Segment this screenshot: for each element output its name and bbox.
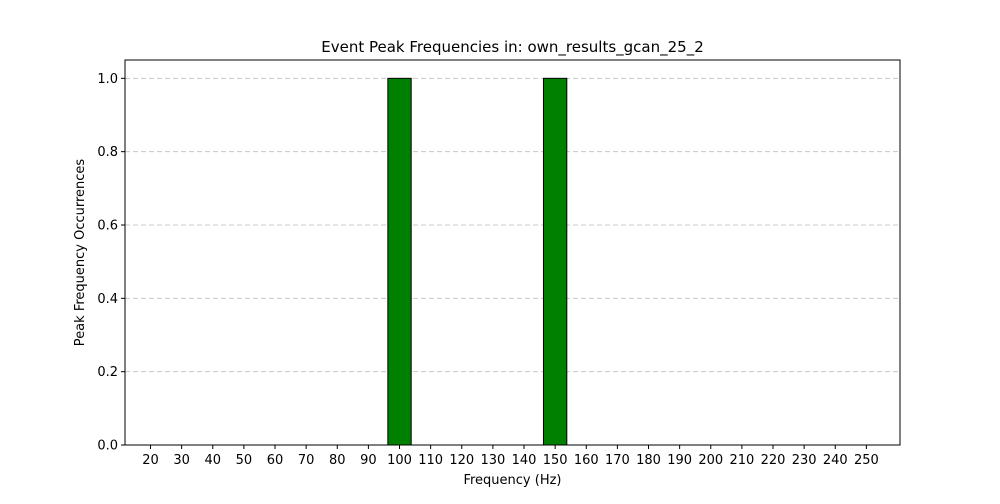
x-tick-label: 250 xyxy=(854,453,879,468)
x-tick-label: 140 xyxy=(512,453,537,468)
x-tick-label: 40 xyxy=(204,453,221,468)
x-tick-label: 230 xyxy=(792,453,817,468)
gridlines xyxy=(125,77,900,373)
y-axis-label: Peak Frequency Occurrences xyxy=(73,159,88,347)
x-axis-label: Frequency (Hz) xyxy=(463,473,561,488)
x-tick-label: 100 xyxy=(387,453,412,468)
bar xyxy=(542,77,568,446)
x-axis-ticks: 20 30 40 50 60 70 80 90 100 110 120 130 140 150 160 170… xyxy=(142,445,879,468)
x-tick-label: 220 xyxy=(761,453,786,468)
x-tick-label: 70 xyxy=(298,453,315,468)
bars xyxy=(138,77,879,446)
x-tick-label: 170 xyxy=(605,453,630,468)
x-tick-label: 160 xyxy=(574,453,599,468)
x-tick-label: 180 xyxy=(636,453,661,468)
x-tick-label: 190 xyxy=(667,453,692,468)
x-tick-label: 130 xyxy=(480,453,505,468)
x-tick-label: 30 xyxy=(173,453,190,468)
x-tick-label: 120 xyxy=(449,453,474,468)
bar xyxy=(387,77,412,446)
y-tick-label: 0.8 xyxy=(97,145,118,160)
y-axis-ticks: 0.0 0.2 0.4 0.6 0.8 1.0 xyxy=(97,72,125,454)
y-tick-label: 0.6 xyxy=(97,219,118,234)
x-tick-label: 210 xyxy=(729,453,754,468)
plot-frame xyxy=(124,59,901,446)
x-tick-label: 240 xyxy=(823,453,848,468)
x-tick-label: 150 xyxy=(543,453,568,468)
y-tick-label: 1.0 xyxy=(97,72,118,87)
x-tick-label: 90 xyxy=(360,453,377,468)
y-tick-label: 0.0 xyxy=(97,439,118,454)
chart-title: Event Peak Frequencies in: own_results_g… xyxy=(321,38,704,57)
y-tick-label: 0.2 xyxy=(97,365,118,380)
x-tick-label: 80 xyxy=(329,453,346,468)
x-tick-label: 60 xyxy=(267,453,284,468)
x-tick-label: 20 xyxy=(142,453,159,468)
x-tick-label: 50 xyxy=(236,453,253,468)
y-tick-label: 0.4 xyxy=(97,292,118,307)
x-tick-label: 200 xyxy=(698,453,723,468)
x-tick-label: 110 xyxy=(418,453,443,468)
